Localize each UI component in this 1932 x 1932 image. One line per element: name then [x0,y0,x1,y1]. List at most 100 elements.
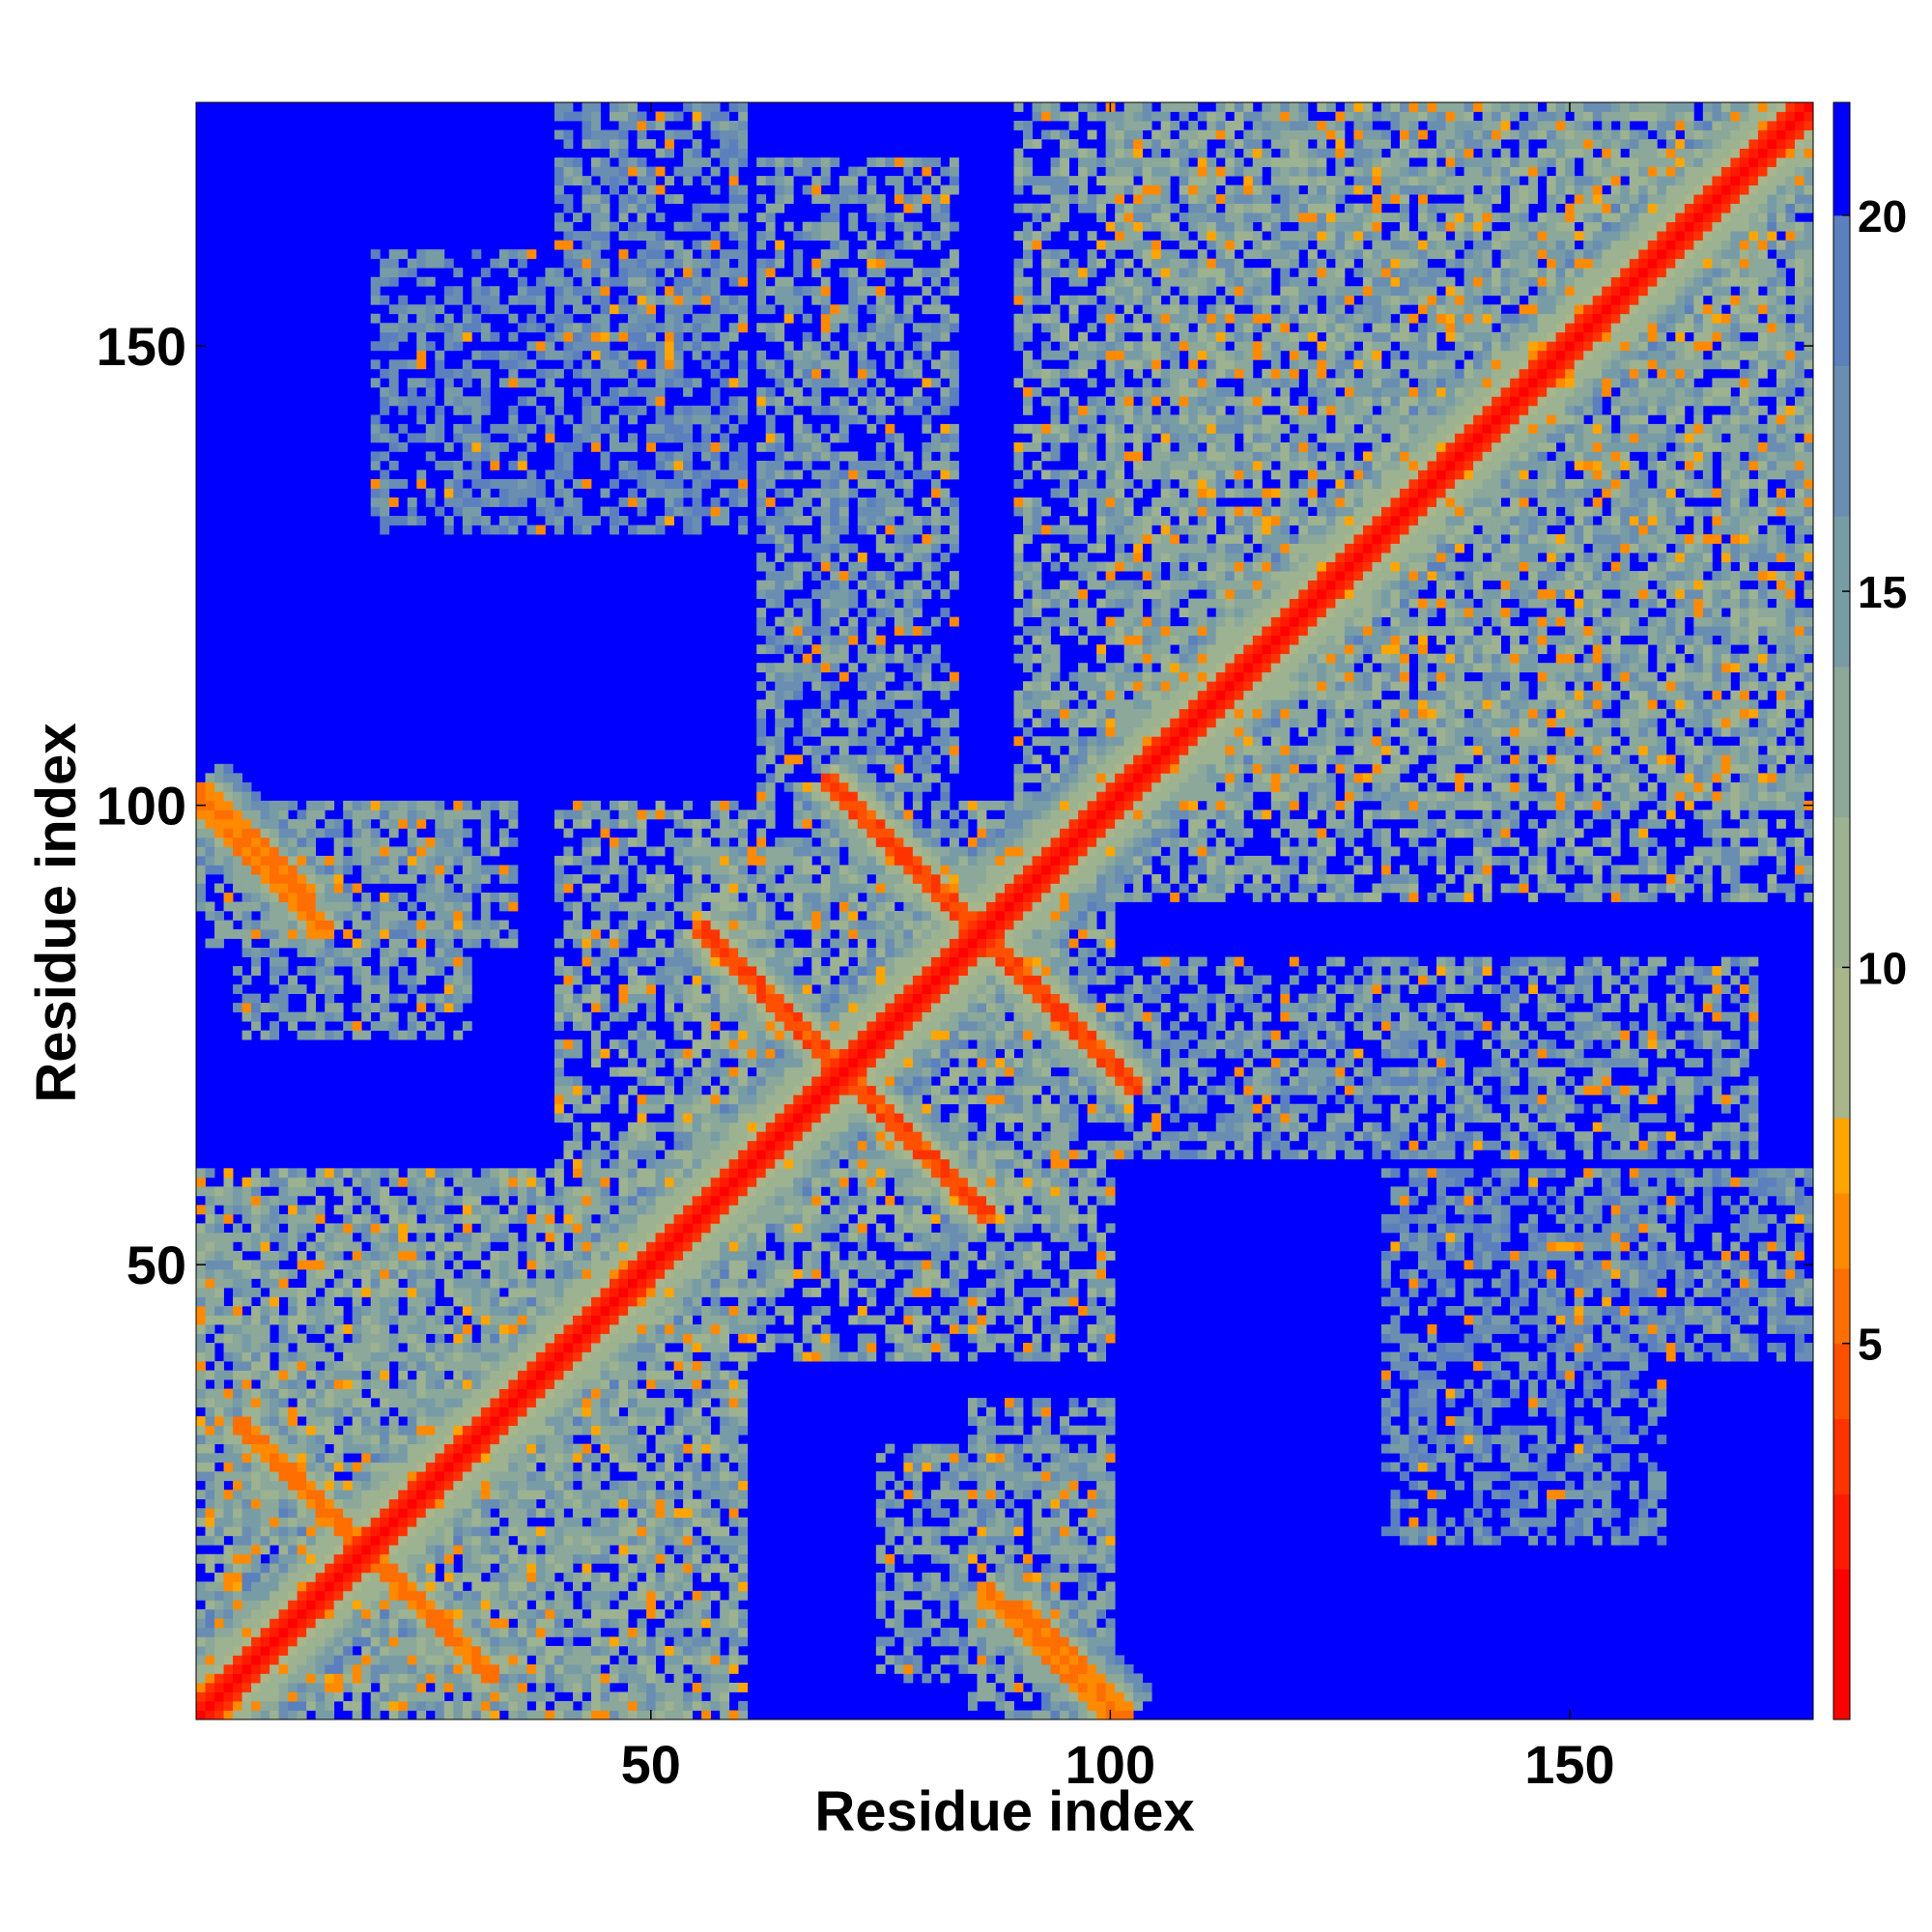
heatmap-cell [251,865,261,875]
heatmap-cell [526,1462,537,1472]
heatmap-cell [490,1324,500,1334]
heatmap-cell [416,911,427,921]
heatmap-cell [563,166,574,177]
heatmap-cell [637,865,647,875]
heatmap-cell [480,1315,491,1325]
heatmap-cell [196,1324,206,1334]
heatmap-cell [471,1535,482,1546]
heatmap-cell [297,1388,307,1399]
heatmap-cell [462,1636,472,1647]
heatmap-cell [692,1691,702,1702]
heatmap-cell [370,865,381,875]
heatmap-cell [435,506,445,517]
heatmap-cell [683,295,694,305]
heatmap-cell [554,892,564,902]
heatmap-cell [270,1435,279,1445]
heatmap-cell [416,1278,427,1289]
heatmap-cell [673,313,684,324]
heatmap-cell [490,1296,500,1307]
heatmap-cell [361,1490,372,1500]
heatmap-cell [315,1011,326,1022]
heatmap-cell [453,1278,464,1289]
heatmap-cell [388,1241,399,1252]
heatmap-cell [508,1250,519,1261]
heatmap-cell [498,1673,509,1684]
heatmap-cell [563,1268,574,1279]
heatmap-cell [205,1416,215,1427]
heatmap-cell [223,929,234,939]
heatmap-cell [665,1287,674,1297]
heatmap-cell [628,1351,638,1362]
heatmap-cell [554,460,564,470]
heatmap-cell [554,1563,564,1574]
heatmap-cell [610,1608,619,1619]
heatmap-cell [388,1517,399,1527]
heatmap-cell [517,1435,527,1445]
heatmap-cell [196,1517,206,1527]
heatmap-cell [701,975,712,985]
heatmap-cell [665,1003,674,1013]
heatmap-cell [370,920,381,930]
heatmap-cell [600,1122,611,1132]
heatmap-cell [260,1462,270,1472]
heatmap-cell [196,1361,206,1371]
heatmap-cell [306,948,317,957]
heatmap-cell [600,1150,611,1160]
heatmap-cell [701,478,712,489]
heatmap-cell [407,1545,417,1555]
heatmap-cell [637,1443,647,1454]
heatmap-cell [590,1195,601,1206]
heatmap-cell [701,1682,712,1692]
heatmap-cell [490,1435,500,1445]
heatmap-cell [683,901,694,912]
heatmap-cell [637,901,647,912]
heatmap-cell [370,1343,381,1352]
heatmap-cell [388,1636,399,1647]
heatmap-cell [278,1351,289,1362]
heatmap-cell [701,1066,712,1077]
heatmap-cell [453,460,464,470]
heatmap-cell [425,929,436,939]
heatmap-cell [665,1232,674,1242]
heatmap-cell [398,1618,409,1629]
heatmap-cell [462,1471,472,1482]
heatmap-cell [214,1406,224,1417]
heatmap-cell [618,1205,629,1215]
heatmap-cell [380,451,390,462]
heatmap-cell [637,1406,647,1417]
heatmap-cell [435,460,445,470]
heatmap-cell [498,1443,509,1454]
heatmap-cell [398,966,409,976]
heatmap-cell [710,1213,721,1224]
heatmap-cell [462,929,472,939]
heatmap-cell [471,1490,482,1500]
heatmap-cell [288,1471,298,1482]
heatmap-cell [398,1030,409,1040]
heatmap-cell [618,1517,629,1527]
heatmap-cell [572,1517,582,1527]
heatmap-cell [425,837,436,847]
heatmap-cell [554,1553,564,1564]
heatmap-cell [260,1379,270,1389]
heatmap-cell [673,221,684,232]
heatmap-cell [425,1572,436,1582]
heatmap-cell [665,286,674,297]
heatmap-cell [370,1590,381,1601]
heatmap-cell [490,1278,500,1289]
heatmap-cell [590,386,601,397]
heatmap-cell [251,1645,261,1656]
heatmap-cell [251,892,261,902]
heatmap-cell [388,1315,399,1325]
heatmap-cell [223,1443,234,1454]
heatmap-cell [600,1250,611,1261]
heatmap-cell [665,1122,674,1132]
heatmap-cell [563,350,574,360]
heatmap-cell [233,1406,242,1417]
heatmap-cell [683,1608,694,1619]
heatmap-cell [380,1232,390,1242]
heatmap-cell [637,268,647,278]
heatmap-cell [637,1691,647,1702]
heatmap-cell [233,1563,242,1574]
heatmap-cell [214,1416,224,1427]
heatmap-cell [572,1241,582,1252]
